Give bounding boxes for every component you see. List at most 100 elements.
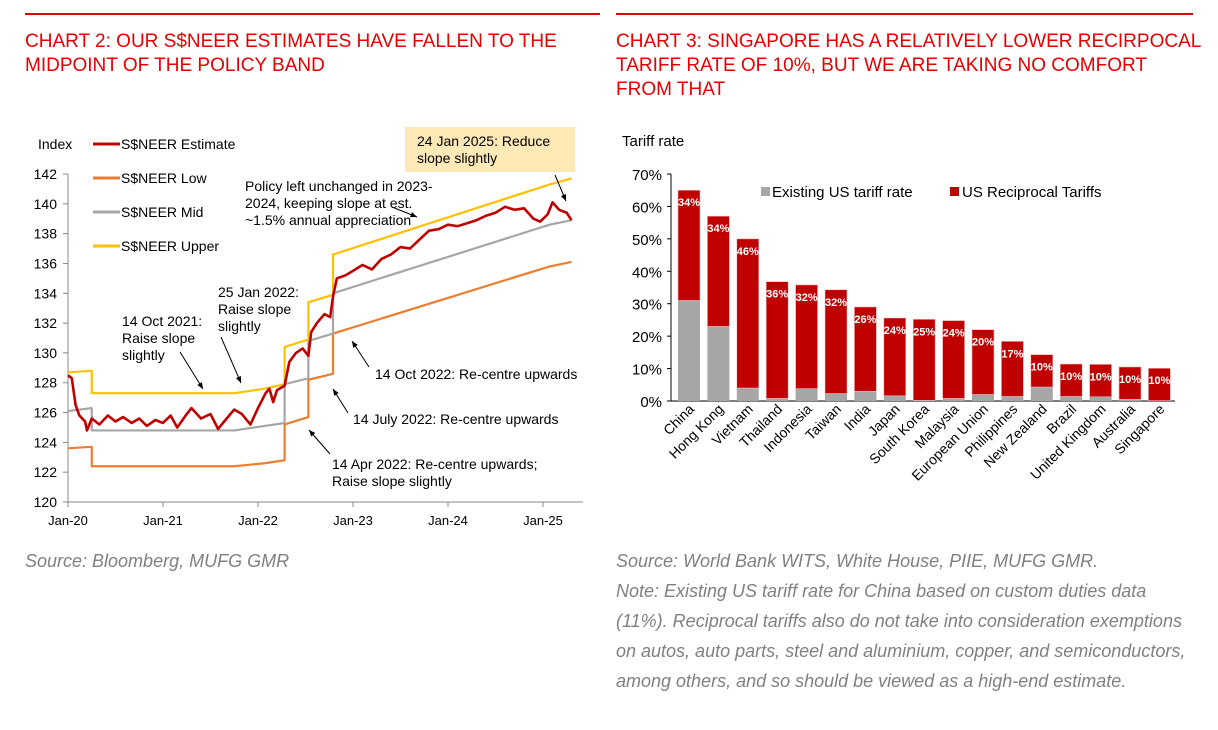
annotation-text: 14 Oct 2021: [122, 313, 202, 329]
legend-swatch [950, 187, 959, 196]
legend-label: S$NEER Estimate [121, 136, 236, 152]
bar-data-label: 34% [707, 223, 729, 235]
y-tick-label: 0% [640, 394, 662, 411]
annotation-text: 24 Jan 2025: Reduce [417, 133, 550, 149]
bar-reciprocal-hong-kong [707, 215, 730, 327]
bar-data-label: 25% [913, 326, 935, 338]
right-title-rule [616, 13, 1193, 15]
chart3-tariff-bar-chart: 0%10%20%30%40%50%60%70%Tariff rate34%Chi… [622, 133, 1175, 484]
legend-label: US Reciprocal Tariffs [962, 184, 1102, 201]
bar-existing-brazil [1060, 396, 1083, 401]
y-tick-label: 30% [632, 297, 662, 314]
annotation-text: 14 Oct 2022: Re-centre upwards [375, 366, 577, 382]
bar-existing-india [854, 391, 877, 401]
bar-data-label: 32% [825, 297, 847, 309]
y-tick-label: 138 [34, 226, 58, 242]
bar-reciprocal-japan [883, 317, 907, 397]
y-axis-label: Index [38, 136, 72, 152]
annotation-highlight-box [405, 127, 575, 172]
y-tick-label: 50% [632, 232, 662, 249]
y-tick-label: 130 [34, 345, 58, 361]
bar-reciprocal-taiwan [824, 289, 848, 394]
chart2-title: Chart 2: Our S$NEER estimates have falle… [25, 31, 557, 76]
chart3-title: Chart 3: Singapore has a relatively lowe… [616, 31, 1201, 100]
x-tick-label: Jan-20 [48, 513, 88, 528]
arrowhead-icon [309, 430, 316, 437]
bar-existing-philippines [1001, 396, 1024, 401]
bar-data-label: 10% [1060, 371, 1082, 383]
bar-data-label: 36% [766, 289, 788, 301]
y-tick-label: 142 [34, 166, 58, 182]
left-title-rule [25, 13, 600, 15]
y-tick-label: 20% [632, 329, 662, 346]
x-tick-label: Jan-25 [523, 513, 563, 528]
bar-existing-malaysia [942, 398, 965, 401]
bar-existing-china [678, 300, 700, 401]
legend-label: S$NEER Low [121, 170, 207, 186]
annotation-text: ~1.5% annual appreciation [245, 212, 411, 228]
bar-data-label: 46% [737, 246, 759, 258]
legend-swatch [761, 187, 770, 196]
bar-reciprocal-south-korea [912, 318, 936, 401]
bar-existing-united-kingdom [1089, 396, 1112, 401]
bar-data-label: 32% [796, 292, 818, 304]
legend-label: S$NEER Upper [121, 238, 219, 254]
bar-data-label: 10% [1031, 362, 1053, 374]
legend-label: S$NEER Mid [121, 204, 203, 220]
arrowhead-icon [197, 382, 203, 389]
arrowhead-icon [235, 376, 241, 383]
annotation-text: Raise slope slightly [332, 473, 452, 489]
bar-data-label: 10% [1119, 374, 1141, 386]
x-tick-label: Jan-22 [238, 513, 278, 528]
bar-existing-australia [1119, 399, 1141, 401]
y-tick-label: 134 [34, 285, 58, 301]
arrowhead-icon [410, 212, 417, 218]
bar-existing-vietnam [736, 388, 759, 401]
x-tick-label: Jan-24 [428, 513, 468, 528]
y-tick-label: 136 [34, 255, 58, 271]
y-tick-label: 70% [632, 167, 662, 184]
bar-existing-indonesia [795, 388, 818, 401]
bar-reciprocal-european-union [971, 329, 995, 395]
bar-reciprocal-australia [1118, 366, 1142, 400]
y-tick-label: 60% [632, 199, 662, 216]
chart3-source: Source: World Bank WITS, White House, PI… [616, 551, 1099, 571]
bar-reciprocal-china [677, 189, 701, 301]
bar-existing-thailand [766, 398, 789, 401]
annotation-text: slope slightly [417, 150, 497, 166]
annotation-text: 25 Jan 2022: [218, 284, 299, 300]
bar-data-label: 10% [1148, 375, 1170, 387]
bar-existing-south-korea [913, 400, 936, 401]
y-tick-label: 126 [34, 405, 58, 421]
annotation-text: 14 Apr 2022: Re-centre upwards; [332, 456, 537, 472]
y-tick-label: 10% [632, 362, 662, 379]
arrowhead-icon [333, 389, 339, 396]
chart3-note: Note: Existing US tariff rate for China … [616, 581, 1186, 691]
bar-existing-japan [883, 395, 906, 401]
y-tick-label: 132 [34, 315, 58, 331]
bar-existing-european-union [972, 394, 994, 401]
y-tick-label: 40% [632, 264, 662, 281]
bar-existing-new-zealand [1030, 387, 1053, 401]
annotation-text: Raise slope [122, 330, 195, 346]
x-tick-label: Jan-23 [333, 513, 373, 528]
bar-data-label: 10% [1090, 371, 1112, 383]
bar-existing-hong-kong [707, 326, 730, 401]
bar-data-label: 24% [884, 325, 906, 337]
annotation-text: 14 July 2022: Re-centre upwards [353, 411, 558, 427]
bar-reciprocal-brazil [1059, 363, 1083, 397]
bar-existing-taiwan [825, 393, 847, 401]
bar-reciprocal-philippines [1001, 341, 1024, 397]
bar-data-label: 20% [972, 337, 994, 349]
annotation-text: slightly [218, 318, 261, 334]
y-tick-label: 124 [34, 434, 58, 450]
annotation-text: 2024, keeping slope at est. [245, 195, 412, 211]
arrowhead-icon [560, 194, 566, 201]
y-tick-label: 128 [34, 375, 58, 391]
bar-reciprocal-united-kingdom [1089, 364, 1112, 398]
bar-reciprocal-new-zealand [1030, 354, 1054, 388]
annotation-text: slightly [122, 347, 165, 363]
bar-reciprocal-malaysia [942, 320, 965, 399]
bar-data-label: 24% [943, 328, 965, 340]
bar-data-label: 26% [854, 314, 876, 326]
